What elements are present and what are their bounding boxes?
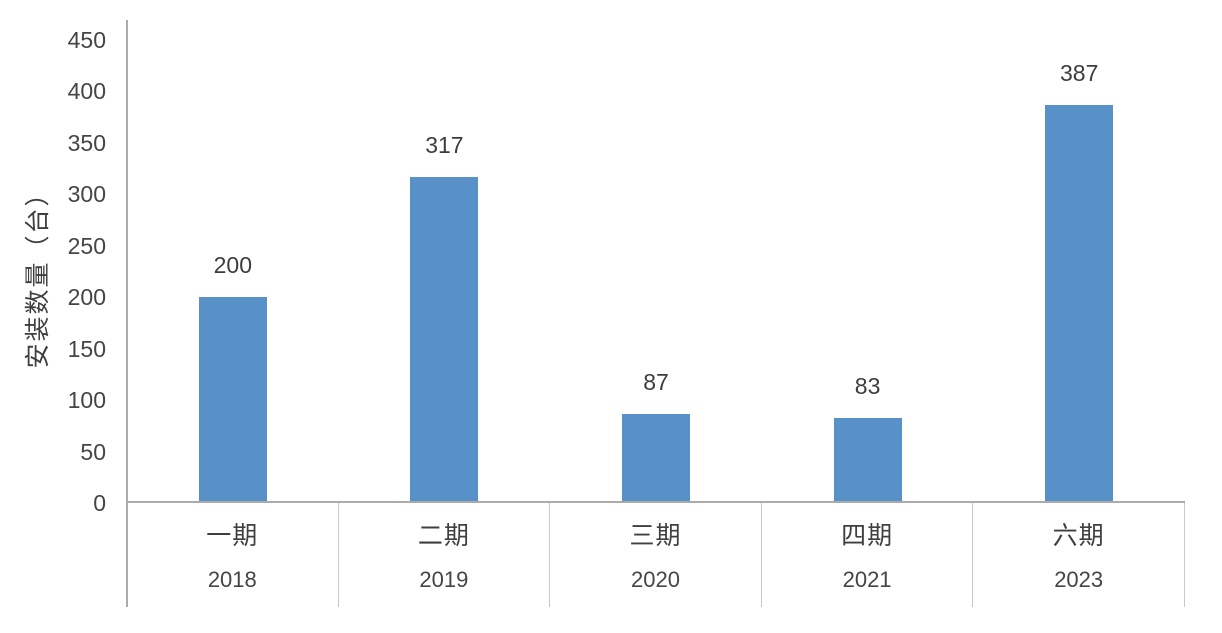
category-cell: 三期 2020 — [550, 503, 762, 607]
bar-value-label: 200 — [213, 252, 252, 279]
bar-value-label: 87 — [643, 368, 669, 395]
y-axis-line — [126, 20, 128, 607]
category-year-label: 2023 — [1054, 567, 1104, 592]
bar-value-label: 83 — [854, 372, 881, 399]
category-cell: 二期 2019 — [339, 503, 551, 607]
bar — [1045, 104, 1114, 503]
y-tick-label: 300 — [67, 181, 106, 208]
bar-value-label: 317 — [425, 131, 464, 158]
category-label: 三期 — [629, 522, 682, 550]
category-year-label: 2021 — [842, 567, 892, 592]
category-year-label: 2019 — [419, 567, 469, 592]
y-tick-label: 0 — [93, 489, 106, 516]
x-axis-category-labels: 一期 2018 二期 2019 三期 2020 四期 2021 六期 2023 — [127, 503, 1185, 607]
x-axis-line — [127, 501, 1185, 503]
y-axis-tick-labels: 450 400 350 300 250 200 150 100 50 0 — [0, 27, 112, 516]
category-year-label: 2020 — [631, 567, 680, 592]
y-tick-label: 400 — [67, 78, 106, 105]
y-tick-label: 350 — [67, 129, 106, 156]
category-label: 一期 — [206, 522, 259, 550]
bar — [198, 297, 267, 503]
category-year-label: 2018 — [207, 567, 257, 592]
bar — [410, 176, 479, 503]
category-cell: 一期 2018 — [127, 503, 339, 607]
y-tick-label: 100 — [67, 387, 106, 414]
bar — [833, 417, 902, 503]
category-label: 四期 — [841, 522, 894, 550]
y-tick-label: 200 — [67, 284, 106, 311]
bar — [621, 413, 690, 503]
category-cell: 四期 2021 — [762, 503, 974, 607]
category-label: 二期 — [417, 522, 470, 550]
y-tick-label: 450 — [67, 27, 106, 53]
category-label: 六期 — [1052, 522, 1105, 550]
y-tick-label: 150 — [67, 335, 106, 362]
y-tick-label: 250 — [67, 232, 106, 259]
bar-value-label: 387 — [1060, 59, 1099, 86]
y-tick-label: 50 — [80, 438, 106, 465]
category-cell: 六期 2023 — [973, 503, 1185, 607]
